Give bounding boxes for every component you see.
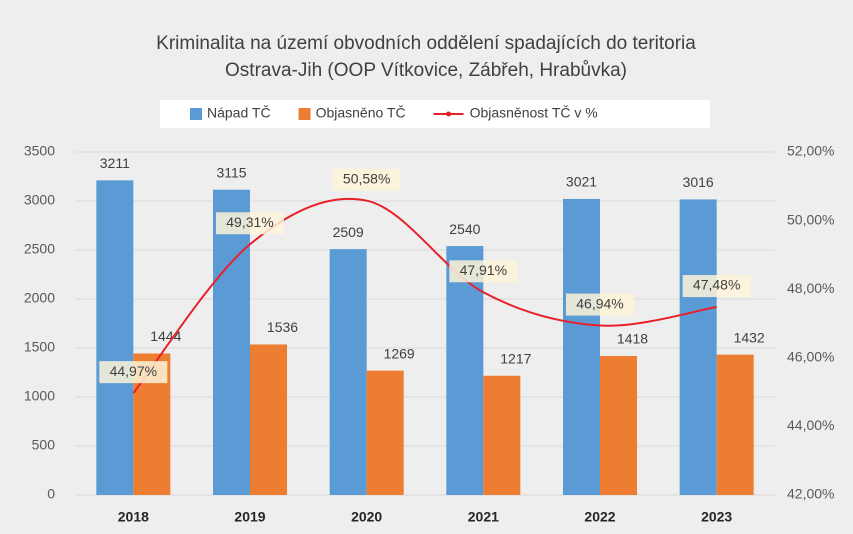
y2-tick-label: 48,00% (787, 280, 834, 296)
data-label-box (216, 212, 284, 235)
data-label: 1418 (617, 331, 648, 347)
bar (329, 249, 367, 495)
y2-tick-label: 46,00% (787, 349, 834, 365)
legend-swatch (446, 111, 452, 117)
data-label: 50,58% (343, 170, 390, 186)
y-tick-label: 3500 (24, 143, 55, 159)
legend-label: Objasněno TČ (316, 105, 406, 121)
line (132, 197, 717, 394)
data-label-box (449, 260, 518, 283)
y-tick-label: 2500 (24, 241, 55, 257)
bar (213, 189, 250, 496)
data-label: 2509 (333, 224, 364, 240)
data-label: 3016 (683, 174, 714, 190)
data-label: 1432 (734, 329, 765, 345)
legend-label: Objasněnost TČ v % (470, 105, 598, 121)
data-label: 1444 (150, 328, 181, 344)
data-label: 44,97% (110, 363, 157, 379)
data-label: 1217 (500, 350, 531, 366)
legend-swatch (298, 108, 311, 120)
data-label: 3021 (566, 174, 597, 190)
bar (483, 375, 521, 495)
chart-title: Kriminalita na území obvodních oddělení … (156, 33, 696, 54)
data-label: 1536 (267, 319, 298, 335)
bar (600, 356, 637, 495)
y-tick-label: 3000 (24, 192, 55, 208)
x-tick-label: 2019 (234, 509, 265, 525)
bar (446, 246, 484, 495)
legend-label: Nápad TČ (207, 105, 271, 121)
bar (96, 180, 134, 495)
bar (679, 199, 717, 495)
data-label: 47,48% (693, 277, 740, 293)
data-label-box (99, 361, 168, 384)
bar (563, 198, 600, 495)
y-tick-label: 1000 (24, 388, 55, 404)
data-label-box (682, 275, 751, 298)
data-label: 47,91% (460, 262, 507, 278)
data-label: 46,94% (576, 295, 623, 311)
x-tick-label: 2020 (351, 509, 382, 525)
x-tick-label: 2021 (468, 509, 499, 525)
bar (250, 344, 287, 495)
data-label-box (566, 293, 634, 316)
x-tick-label: 2018 (118, 509, 149, 525)
y-tick-label: 500 (32, 437, 56, 453)
chart-title: Ostrava-Jih (OOP Vítkovice, Zábřeh, Hrab… (225, 60, 627, 81)
y-tick-label: 2000 (24, 290, 55, 306)
legend-swatch (190, 108, 202, 120)
y2-tick-label: 52,00% (787, 143, 834, 159)
x-tick-label: 2022 (584, 509, 615, 525)
data-label: 3115 (216, 164, 246, 180)
y-tick-label: 1500 (24, 339, 55, 355)
data-label: 2540 (449, 221, 480, 237)
bar (716, 354, 754, 495)
y2-tick-label: 50,00% (787, 211, 834, 227)
x-tick-label: 2023 (701, 509, 732, 525)
y2-tick-label: 44,00% (787, 417, 834, 433)
data-label: 49,31% (226, 214, 273, 230)
data-label: 1269 (384, 345, 415, 361)
y2-tick-label: 42,00% (787, 486, 834, 502)
bar (366, 370, 404, 495)
data-label: 3211 (100, 155, 130, 171)
data-label-box (332, 168, 401, 191)
y-tick-label: 0 (47, 486, 55, 502)
